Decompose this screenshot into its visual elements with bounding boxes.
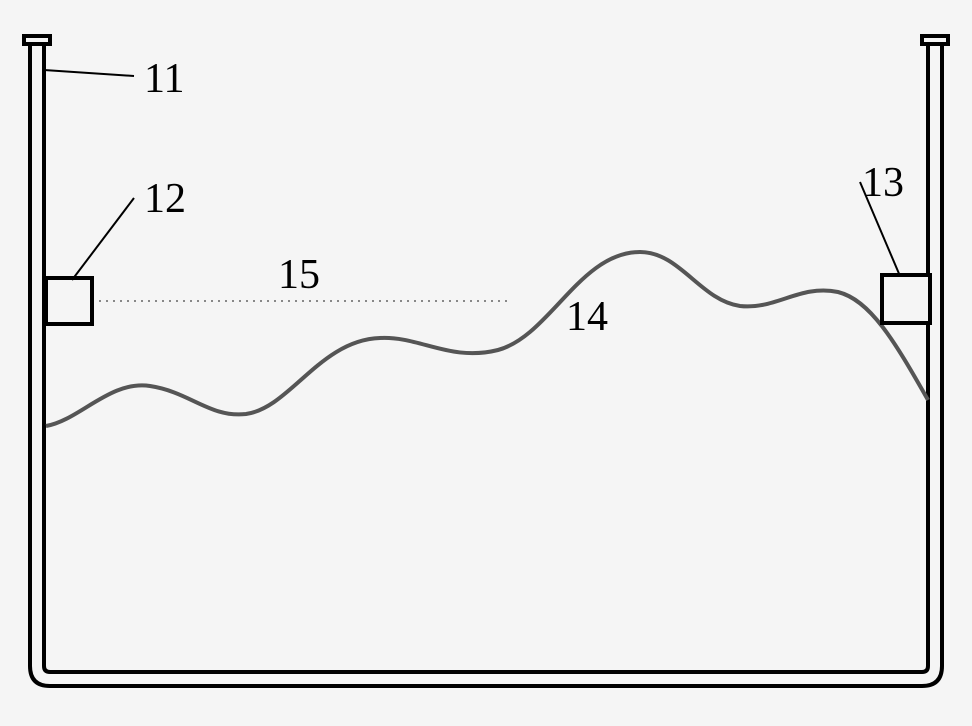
right-sensor-box bbox=[882, 275, 930, 323]
label-12: 12 bbox=[144, 176, 186, 222]
label-13: 13 bbox=[862, 160, 904, 206]
container-outer-wall bbox=[30, 40, 942, 686]
label-15: 15 bbox=[278, 252, 320, 298]
container-top-cap-right bbox=[922, 36, 948, 44]
wavy-surface-line bbox=[46, 252, 928, 426]
schematic-svg: 11 12 13 15 14 bbox=[0, 20, 972, 706]
container-inner-wall bbox=[44, 40, 928, 672]
container-top-cap-left bbox=[24, 36, 50, 44]
diagram-container: 11 12 13 15 14 bbox=[0, 20, 972, 706]
left-sensor-box bbox=[46, 278, 92, 324]
label-11: 11 bbox=[144, 56, 184, 102]
leader-line bbox=[44, 70, 134, 76]
label-14: 14 bbox=[566, 294, 608, 340]
leader-line bbox=[72, 198, 134, 280]
